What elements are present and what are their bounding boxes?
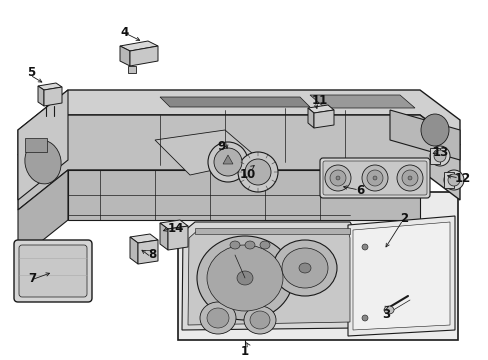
Ellipse shape [372, 176, 376, 180]
FancyBboxPatch shape [323, 161, 426, 195]
Polygon shape [120, 41, 158, 51]
Polygon shape [155, 130, 260, 175]
Ellipse shape [206, 245, 283, 311]
Ellipse shape [237, 271, 252, 285]
Ellipse shape [329, 170, 346, 186]
Polygon shape [309, 95, 414, 108]
Text: 11: 11 [311, 94, 327, 107]
Polygon shape [18, 170, 68, 260]
Polygon shape [168, 226, 187, 250]
Ellipse shape [325, 165, 350, 191]
Ellipse shape [407, 176, 411, 180]
Text: 3: 3 [381, 308, 389, 321]
Bar [429, 148, 439, 164]
Ellipse shape [206, 308, 228, 328]
FancyBboxPatch shape [319, 158, 429, 198]
Polygon shape [307, 108, 313, 128]
Polygon shape [120, 46, 130, 66]
FancyBboxPatch shape [14, 240, 92, 302]
Polygon shape [182, 222, 355, 330]
Text: 4: 4 [120, 26, 128, 39]
Ellipse shape [244, 306, 275, 334]
Ellipse shape [260, 241, 269, 249]
Text: 9: 9 [218, 140, 225, 153]
Ellipse shape [420, 114, 448, 146]
Text: 6: 6 [355, 184, 364, 197]
Ellipse shape [447, 174, 459, 186]
Ellipse shape [298, 263, 310, 273]
Bar [443, 172, 453, 188]
Ellipse shape [249, 311, 269, 329]
Text: 1: 1 [241, 345, 248, 358]
Ellipse shape [282, 248, 327, 288]
Text: 14: 14 [168, 221, 184, 234]
Ellipse shape [361, 165, 387, 191]
Text: 10: 10 [240, 168, 256, 181]
Polygon shape [389, 110, 459, 160]
Polygon shape [187, 230, 349, 325]
Polygon shape [160, 220, 187, 229]
Bar [195, 228, 349, 234]
Polygon shape [38, 83, 62, 90]
Ellipse shape [361, 315, 367, 321]
Polygon shape [38, 86, 44, 106]
Ellipse shape [200, 302, 236, 334]
Ellipse shape [214, 148, 242, 176]
Ellipse shape [25, 140, 61, 184]
Ellipse shape [335, 176, 339, 180]
Polygon shape [313, 110, 333, 128]
Ellipse shape [396, 165, 422, 191]
Polygon shape [130, 237, 138, 264]
Ellipse shape [197, 236, 292, 320]
Ellipse shape [272, 240, 336, 296]
Polygon shape [130, 234, 158, 243]
Polygon shape [18, 115, 459, 210]
Ellipse shape [383, 306, 393, 314]
Ellipse shape [207, 142, 247, 182]
Ellipse shape [443, 170, 463, 190]
Ellipse shape [361, 244, 367, 250]
Polygon shape [223, 155, 232, 164]
Polygon shape [18, 90, 459, 155]
Ellipse shape [429, 146, 449, 166]
Ellipse shape [433, 150, 445, 162]
Polygon shape [128, 66, 136, 73]
Polygon shape [138, 240, 158, 264]
Polygon shape [44, 87, 62, 106]
Polygon shape [160, 97, 309, 107]
Ellipse shape [244, 241, 254, 249]
FancyBboxPatch shape [19, 245, 87, 297]
Ellipse shape [401, 170, 417, 186]
Polygon shape [68, 170, 419, 220]
Bar [178, 192, 457, 340]
Polygon shape [307, 105, 333, 113]
Text: 8: 8 [148, 248, 156, 261]
Ellipse shape [229, 241, 240, 249]
Ellipse shape [366, 170, 382, 186]
Polygon shape [352, 222, 449, 330]
Polygon shape [347, 216, 454, 336]
Polygon shape [130, 46, 158, 66]
Text: 12: 12 [454, 171, 470, 184]
Ellipse shape [238, 152, 278, 192]
Ellipse shape [244, 159, 270, 185]
Bar [25, 138, 47, 152]
Text: 7: 7 [28, 271, 36, 284]
Polygon shape [18, 90, 68, 200]
Text: 13: 13 [432, 145, 448, 158]
Text: 2: 2 [399, 211, 407, 225]
Polygon shape [160, 223, 168, 250]
Text: 5: 5 [27, 66, 35, 78]
